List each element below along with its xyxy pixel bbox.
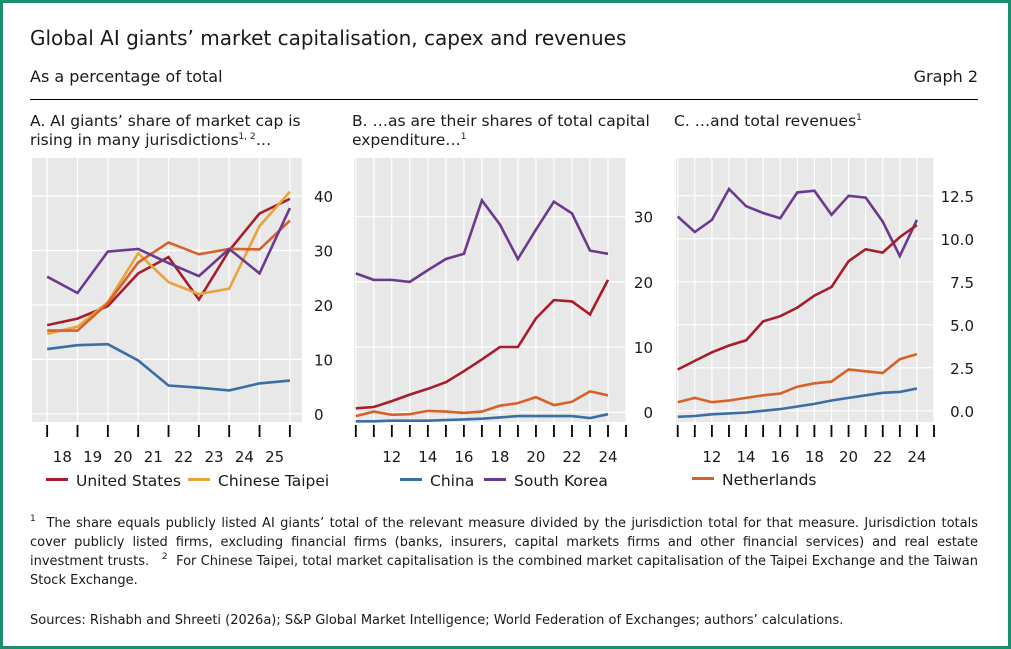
panel-b-title-line1: B. …as are their shares of total capital bbox=[352, 112, 650, 130]
panel-a-title-line1: A. AI giants’ share of market cap is bbox=[30, 112, 301, 130]
panel-b-y-tick-label: 10 bbox=[634, 339, 653, 357]
panel-b-series-united-states bbox=[355, 279, 610, 410]
panel-c-y-tick-label: 2.5 bbox=[950, 360, 974, 378]
panel-c-x-tick-label: 20 bbox=[839, 448, 858, 466]
panel-b-plot-area bbox=[354, 158, 626, 422]
panel-b-series-south-korea bbox=[355, 197, 609, 284]
panel-b-y-tick-label: 0 bbox=[643, 404, 653, 422]
panel-a-x-tick-label: 21 bbox=[144, 448, 163, 466]
panel-b-x-tick-label: 18 bbox=[490, 448, 509, 466]
panel-b-title: B. …as are their shares of total capital… bbox=[352, 112, 650, 150]
panel-a-x-tick-label: 22 bbox=[174, 448, 193, 466]
legend-swatch-south-korea bbox=[484, 478, 506, 481]
panel-c-series-united-states bbox=[677, 224, 918, 371]
panel-b-y-tick-label: 20 bbox=[634, 274, 653, 292]
panel-b-x-tick-label: 22 bbox=[562, 448, 581, 466]
header-rule bbox=[30, 99, 978, 100]
panel-c-title: C. …and total revenues1 bbox=[674, 112, 862, 131]
panel-a-title: A. AI giants’ share of market cap is ris… bbox=[30, 112, 301, 150]
panel-b-y-tick-label: 30 bbox=[634, 209, 653, 227]
panel-c-footnote-ref: 1 bbox=[856, 113, 862, 123]
graph-subtitle: As a percentage of total bbox=[30, 67, 223, 86]
panel-a-x-tick-label: 23 bbox=[204, 448, 223, 466]
panel-a-y-tick-label: 0 bbox=[314, 406, 324, 424]
panel-a-series-china bbox=[47, 342, 291, 392]
legend-swatch-chinese-taipei bbox=[188, 478, 210, 481]
panel-b-x-tick-label: 16 bbox=[454, 448, 473, 466]
footnote-1-text: The share equals publicly listed AI gian… bbox=[30, 516, 978, 569]
footnotes: 1 The share equals publicly listed AI gi… bbox=[30, 514, 978, 590]
panel-a-y-tick-label: 30 bbox=[314, 243, 333, 261]
panel-a-y-tick-label: 20 bbox=[314, 297, 333, 315]
legend-label-netherlands: Netherlands bbox=[722, 471, 817, 489]
panel-a-series-chinese-taipei bbox=[46, 190, 291, 336]
panel-c-x-tick-label: 16 bbox=[771, 448, 790, 466]
panel-a-series-united-states bbox=[46, 197, 291, 327]
panel-a-y-tick-label: 40 bbox=[314, 188, 333, 206]
legend-label-united-states: United States bbox=[76, 472, 181, 490]
panel-a-series-south-korea bbox=[46, 207, 292, 295]
panel-c-x-tick-label: 14 bbox=[737, 448, 756, 466]
panel-c-series-china bbox=[677, 387, 918, 419]
panel-a-x-tick-label: 18 bbox=[53, 448, 72, 466]
footnote-1-mark: 1 bbox=[30, 514, 36, 524]
panel-b-x-tick-label: 24 bbox=[598, 448, 617, 466]
panel-c-y-tick-label: 10.0 bbox=[941, 231, 974, 249]
panel-a-y-tick-label: 10 bbox=[314, 351, 333, 369]
panel-a-title-suffix: … bbox=[255, 131, 272, 149]
panel-c-x-tick-label: 12 bbox=[702, 448, 721, 466]
sources: Sources: Rishabh and Shreeti (2026a); S&… bbox=[30, 613, 844, 628]
panel-a-x-tick-label: 25 bbox=[265, 448, 284, 466]
panel-b-x-tick-label: 12 bbox=[382, 448, 401, 466]
footnote-2-mark: 2 bbox=[161, 552, 168, 562]
panel-b-x-tick-label: 14 bbox=[418, 448, 437, 466]
legend-swatch-china bbox=[400, 478, 422, 481]
footnote-2-text: For Chinese Taipei, total market capital… bbox=[30, 554, 979, 588]
legend-item-china: China bbox=[400, 472, 474, 490]
panel-b-series-netherlands bbox=[355, 390, 609, 418]
panel-c-y-tick-label: 0.0 bbox=[950, 403, 974, 421]
panel-a-x-tick-label: 19 bbox=[83, 448, 102, 466]
graph-title: Global AI giants’ market capitalisation,… bbox=[30, 26, 627, 50]
panel-c-title-line1: C. …and total revenues bbox=[674, 112, 857, 130]
legend-swatch-netherlands bbox=[692, 477, 714, 480]
panel-b-footnote-ref: 1 bbox=[460, 132, 467, 142]
panel-a-footnote-ref: 1, 2 bbox=[238, 132, 256, 142]
legend-label-south-korea: South Korea bbox=[514, 472, 608, 490]
panel-a-x-tick-label: 20 bbox=[113, 448, 132, 466]
panel-c-x-tick-label: 18 bbox=[805, 448, 824, 466]
panel-c-series-netherlands bbox=[677, 352, 918, 404]
panel-c-y-tick-label: 12.5 bbox=[941, 188, 974, 206]
panel-a-series-netherlands bbox=[47, 219, 291, 332]
legend-label-chinese-taipei: Chinese Taipei bbox=[218, 472, 330, 490]
legend-item-netherlands: Netherlands bbox=[692, 471, 816, 489]
panel-b-x-tick-label: 20 bbox=[526, 448, 545, 466]
panel-a-x-tick-label: 24 bbox=[235, 448, 254, 466]
legend-item-chinese-taipei: Chinese Taipei bbox=[188, 472, 329, 490]
panel-c-y-tick-label: 5.0 bbox=[950, 317, 974, 335]
legend-item-south-korea: South Korea bbox=[484, 472, 608, 490]
panel-c-plot-area bbox=[676, 158, 934, 422]
panel-c-series-south-korea bbox=[676, 186, 919, 259]
panel-c-x-tick-label: 22 bbox=[873, 448, 892, 466]
panel-b-series-china bbox=[355, 412, 609, 423]
legend-swatch-united-states bbox=[46, 478, 68, 481]
panel-c-y-tick-label: 7.5 bbox=[950, 274, 974, 292]
graph-number: Graph 2 bbox=[913, 67, 978, 86]
panel-b-title-line2: expenditure… bbox=[352, 131, 461, 149]
legend-item-united-states: United States bbox=[46, 472, 181, 490]
legend-label-china: China bbox=[430, 472, 475, 490]
panel-c-x-tick-label: 24 bbox=[907, 448, 926, 466]
panel-a-title-line2: rising in many jurisdictions bbox=[30, 131, 239, 149]
